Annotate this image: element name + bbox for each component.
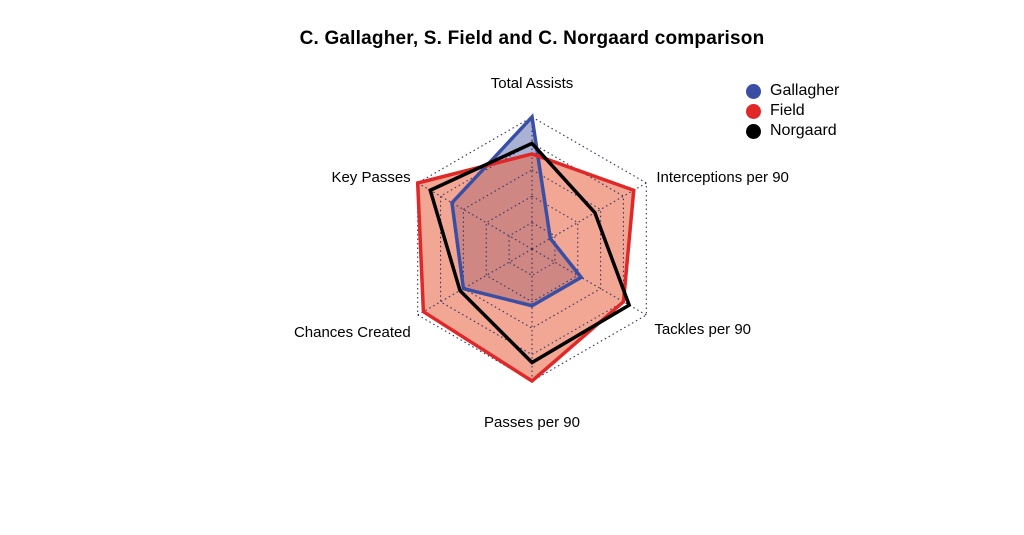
axis-label-tackles-per-90: Tackles per 90 <box>654 321 751 338</box>
legend: Gallagher Field Norgaard <box>746 81 839 141</box>
legend-item-norgaard: Norgaard <box>746 121 839 141</box>
series-outline-norgaard <box>428 141 632 365</box>
axis-label-passes-per-90: Passes per 90 <box>484 414 580 431</box>
legend-label-field: Field <box>770 102 805 119</box>
legend-label-norgaard: Norgaard <box>770 122 837 139</box>
legend-item-gallagher: Gallagher <box>746 81 839 101</box>
grid-ring-3 <box>462 169 602 329</box>
chart-title: C. Gallagher, S. Field and C. Norgaard c… <box>299 28 765 49</box>
series-outline-field <box>415 152 636 384</box>
legend-swatch-gallagher <box>746 83 761 99</box>
axis-label-interceptions-per-90: Interceptions per 90 <box>656 169 789 186</box>
legend-swatch-norgaard <box>746 123 761 139</box>
legend-swatch-field <box>746 103 761 119</box>
series-outline-gallagher <box>450 113 584 308</box>
axis-label-chances-created: Chances Created <box>294 324 411 341</box>
legend-item-field: Field <box>746 101 839 121</box>
series-area-field <box>417 153 634 381</box>
grid-ring-2 <box>485 195 579 303</box>
axis-label-key-passes: Key Passes <box>331 169 410 186</box>
axis-label-total-assists: Total Assists <box>491 75 574 92</box>
grid-ring-4 <box>439 142 625 356</box>
legend-label-gallagher: Gallagher <box>770 82 840 99</box>
